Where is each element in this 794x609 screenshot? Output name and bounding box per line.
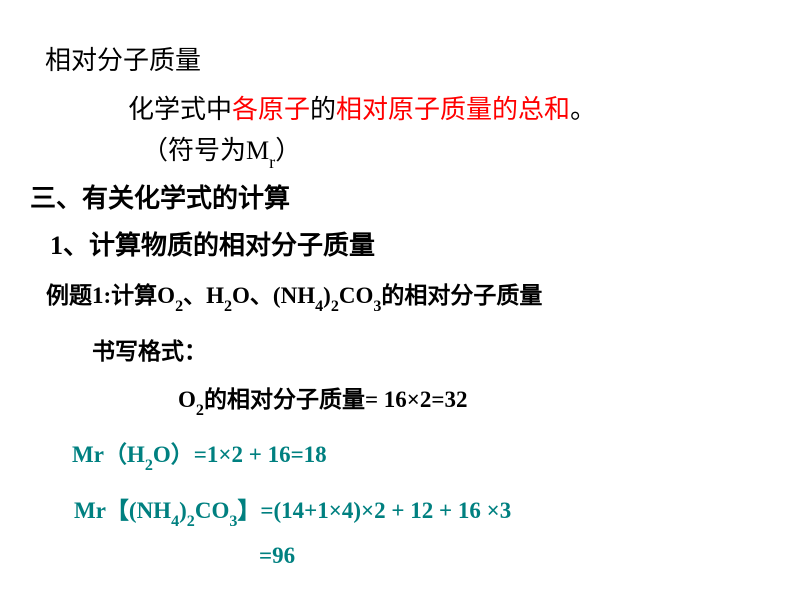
ex-p3: O、(NH — [232, 283, 315, 308]
example-line: 例题1:计算O2、H2O、(NH4)2CO3的相对分子质量 — [46, 276, 764, 314]
f3-s2: 2 — [187, 513, 195, 530]
formula-3b: =96 — [259, 543, 764, 569]
symbol-line: （符号为Mr） — [142, 130, 764, 170]
f2-p2: O）=1×2 + 16=18 — [153, 442, 327, 467]
f1-p1: O — [178, 387, 196, 412]
definition-line: 化学式中各原子的相对原子质量的总和。 — [128, 89, 764, 126]
format-label: 书写格式： — [92, 332, 764, 366]
f3-s1: 4 — [171, 513, 179, 530]
f3-p4: 】=(14+1×4)×2 + 12 + 16 ×3 — [237, 498, 511, 523]
ex-p2: 、H — [183, 283, 224, 308]
ex-s5: 3 — [373, 298, 381, 315]
f2-s1: 2 — [145, 457, 153, 474]
def-suffix: 。 — [570, 95, 596, 124]
def-prefix: 化学式中 — [128, 95, 232, 124]
ex-s3: 4 — [315, 298, 323, 315]
ex-p1: 例题1:计算O — [46, 283, 175, 308]
subsection: 1、计算物质的相对分子质量 — [50, 225, 764, 262]
slide-content: 相对分子质量 化学式中各原子的相对原子质量的总和。 （符号为Mr） 三、有关化学… — [0, 0, 794, 609]
f3-p2: ) — [179, 498, 187, 523]
f3-p3: CO — [195, 498, 230, 523]
ex-suffix: 的相对分子质量 — [381, 283, 542, 308]
formula-3: Mr【(NH4)2CO3】=(14+1×4)×2 + 12 + 16 ×3 — [74, 491, 764, 529]
formula-2: Mr（H2O）=1×2 + 16=18 — [72, 435, 764, 473]
f2-p1: Mr（H — [72, 442, 145, 467]
ex-s2: 2 — [224, 298, 232, 315]
def-red2: 相对原子质量的总和 — [336, 95, 570, 124]
f3-p1: Mr【(NH — [74, 498, 171, 523]
f3-s3: 3 — [229, 513, 237, 530]
def-red1: 各原子 — [232, 95, 310, 124]
f1-s1: 2 — [196, 402, 204, 419]
def-mid: 的 — [310, 95, 336, 124]
f1-p2: 的相对分子质量= 16×2=32 — [204, 387, 468, 412]
symbol-prefix: （符号为M — [142, 136, 269, 165]
title: 相对分子质量 — [45, 40, 764, 77]
symbol-suffix: ） — [275, 136, 301, 165]
section-header: 三、有关化学式的计算 — [30, 178, 764, 215]
ex-s4: 2 — [331, 298, 339, 315]
ex-p5: CO — [339, 283, 374, 308]
ex-s1: 2 — [175, 298, 183, 315]
ex-p4: ) — [323, 283, 331, 308]
symbol-sub: r — [269, 152, 275, 172]
formula-1: O2的相对分子质量= 16×2=32 — [178, 380, 764, 418]
